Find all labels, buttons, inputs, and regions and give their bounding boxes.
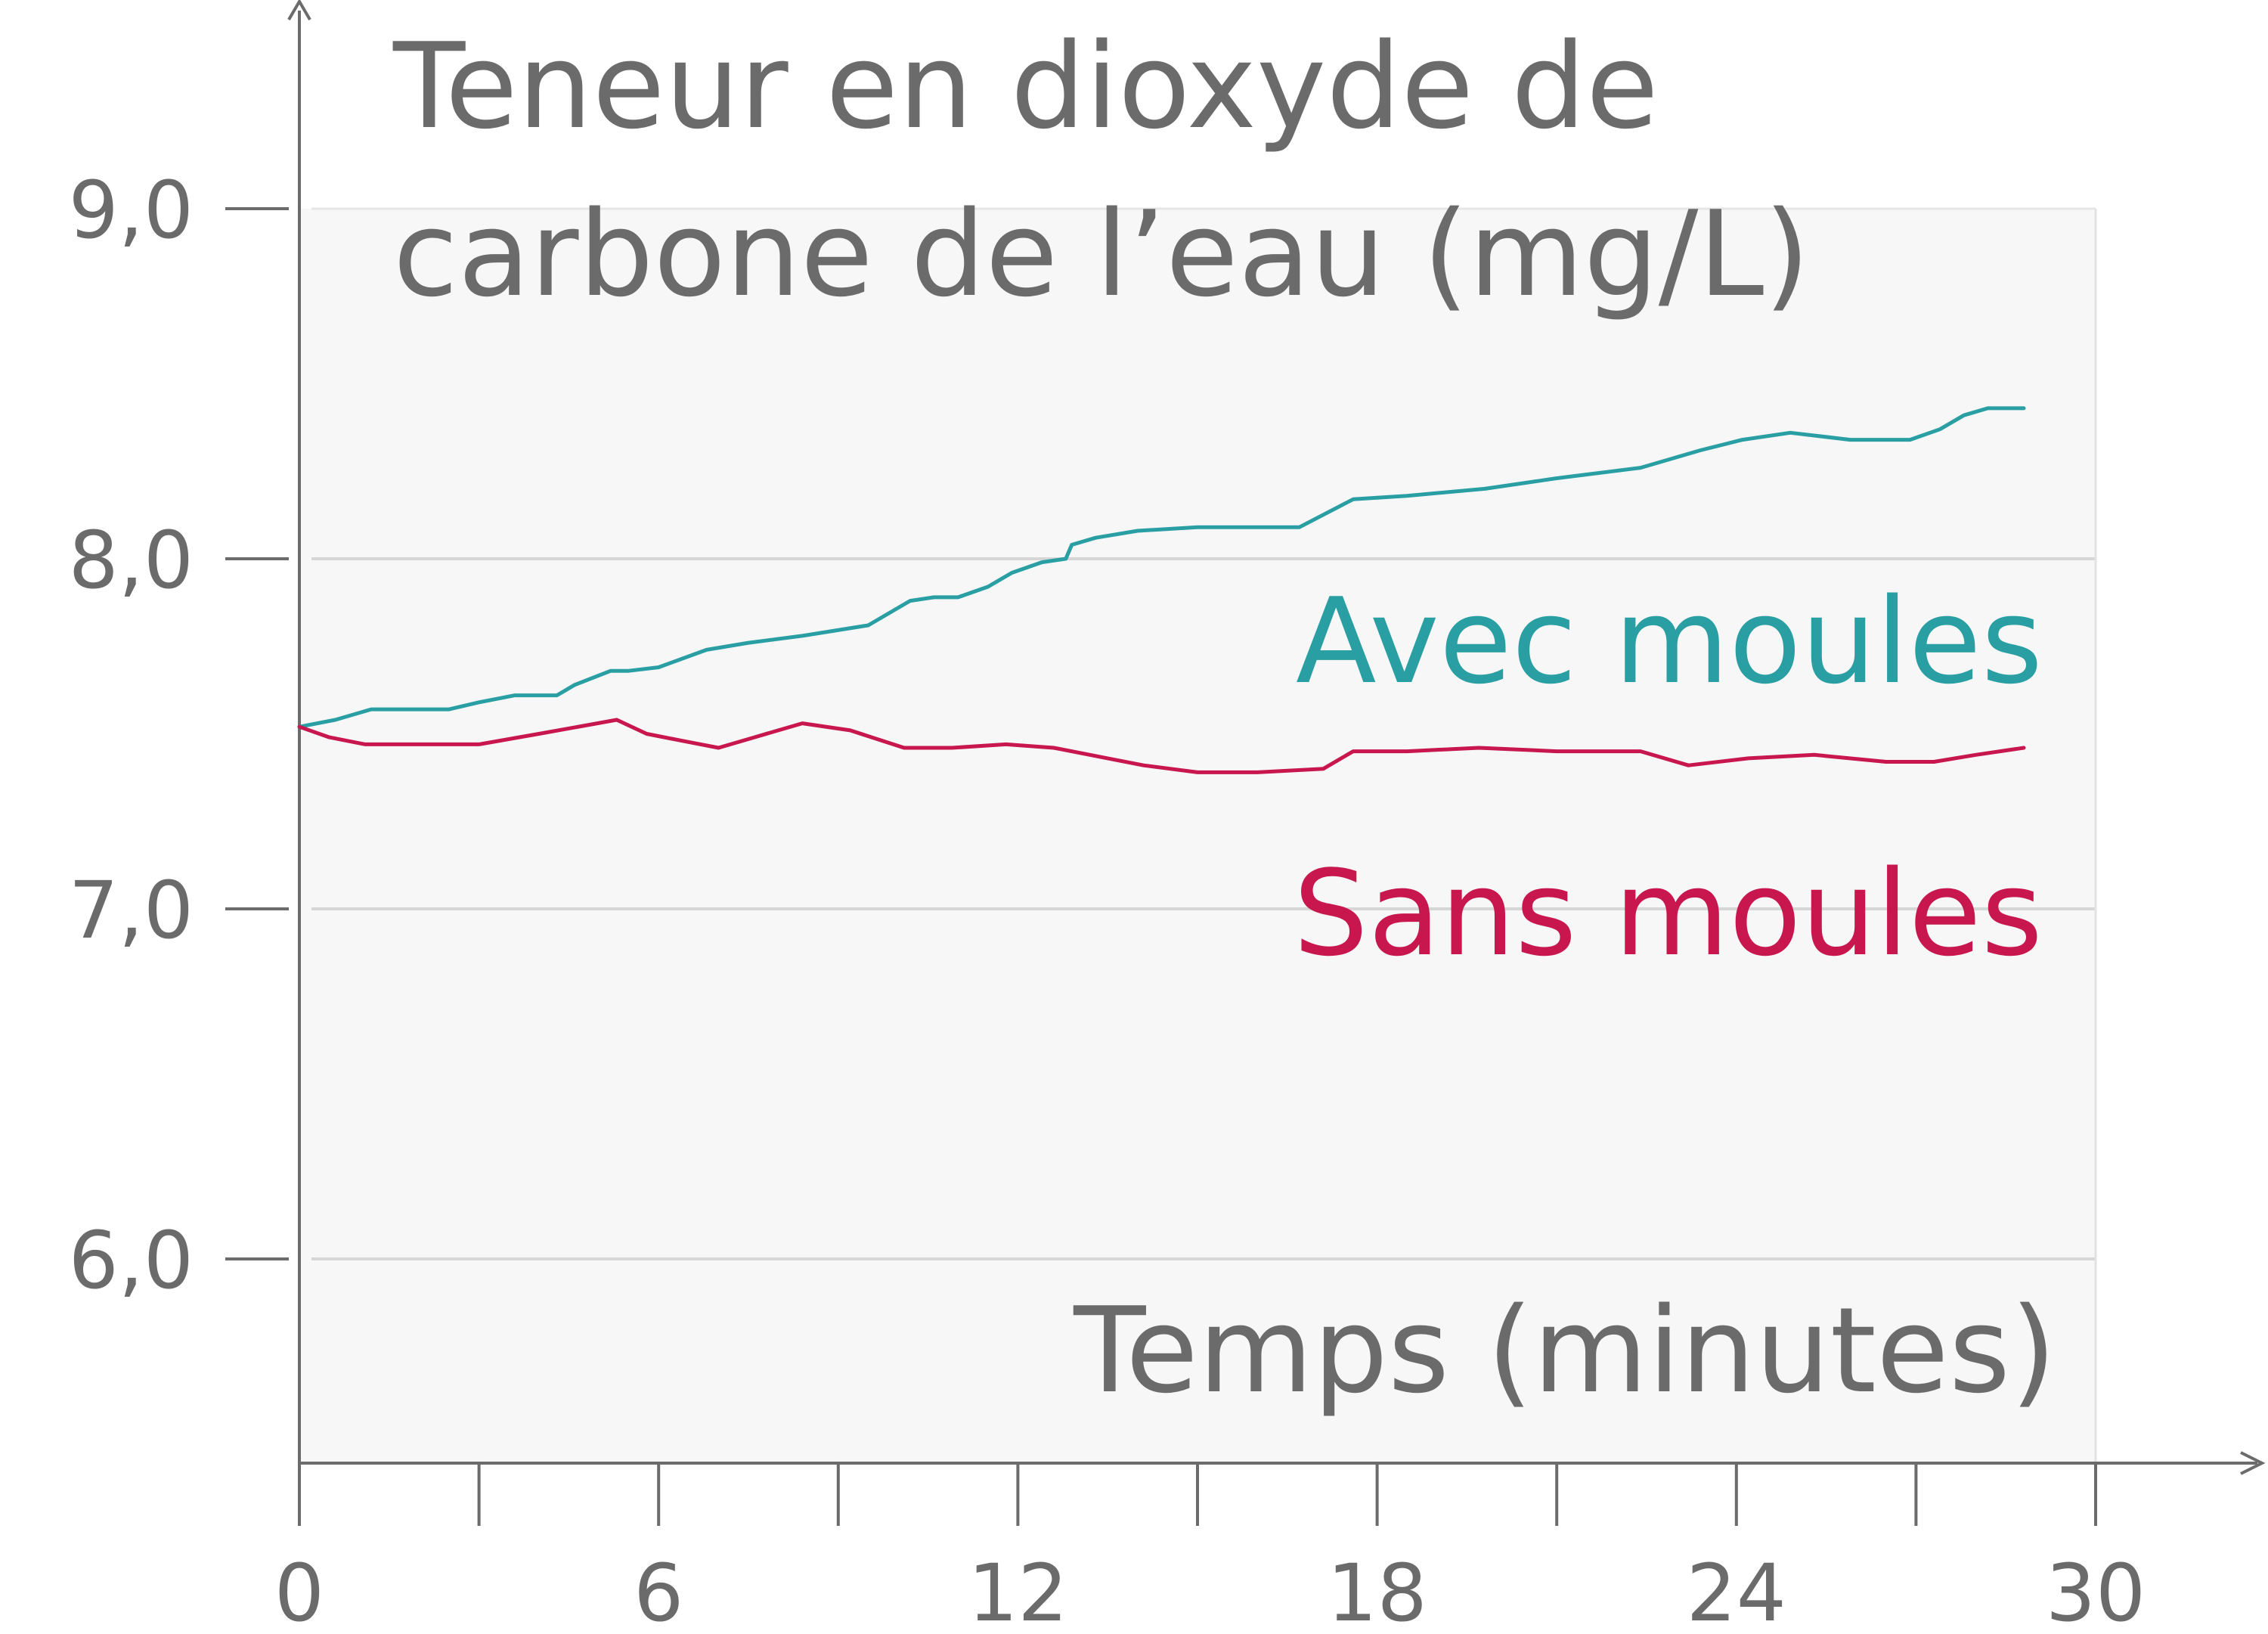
chart-title-line-2: carbone de l’eau (mg/L) <box>393 185 1810 323</box>
series-line-avec-moules <box>297 406 2026 729</box>
series-lines <box>297 406 2026 774</box>
chart-title-line-1: Teneur en dioxyde de <box>392 17 1659 155</box>
grid-lines <box>311 207 2097 1463</box>
x-tick-label: 12 <box>968 1547 1067 1634</box>
plot-background <box>299 209 2096 1463</box>
x-tick-label: 0 <box>274 1547 324 1634</box>
y-tick-label: 6,0 <box>69 1214 194 1307</box>
x-tick-label: 6 <box>634 1547 683 1634</box>
y-tick-label: 7,0 <box>69 864 194 957</box>
y-tick-label: 9,0 <box>69 164 194 256</box>
series-label-avec-moules: Avec moules <box>1296 572 2043 710</box>
x-tick-label: 18 <box>1327 1547 1427 1634</box>
chart-labels: Teneur en dioxyde de carbone de l’eau (m… <box>392 17 2056 1419</box>
y-tick-label: 8,0 <box>69 514 194 606</box>
axes: 6,0 7,0 8,0 9,0 0 6 12 18 24 30 <box>69 0 2266 1634</box>
x-axis-label: Temps (minutes) <box>1073 1282 2056 1419</box>
x-tick-label: 24 <box>1687 1547 1786 1634</box>
y-axis-arrow <box>287 0 311 21</box>
series-label-sans-moules: Sans moules <box>1294 845 2043 982</box>
series-line-sans-moules <box>297 718 2026 774</box>
x-axis-arrow <box>2240 1451 2266 1475</box>
x-tick-label: 30 <box>2046 1547 2146 1634</box>
